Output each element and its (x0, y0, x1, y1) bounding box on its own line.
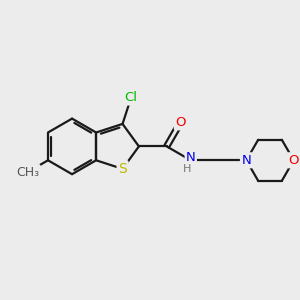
Text: N: N (242, 154, 251, 167)
Text: O: O (288, 154, 299, 167)
Text: H: H (182, 164, 191, 174)
Text: N: N (186, 151, 196, 164)
Text: O: O (175, 116, 186, 129)
Text: CH₃: CH₃ (16, 166, 39, 178)
Text: Cl: Cl (124, 91, 138, 104)
Text: S: S (118, 162, 127, 176)
